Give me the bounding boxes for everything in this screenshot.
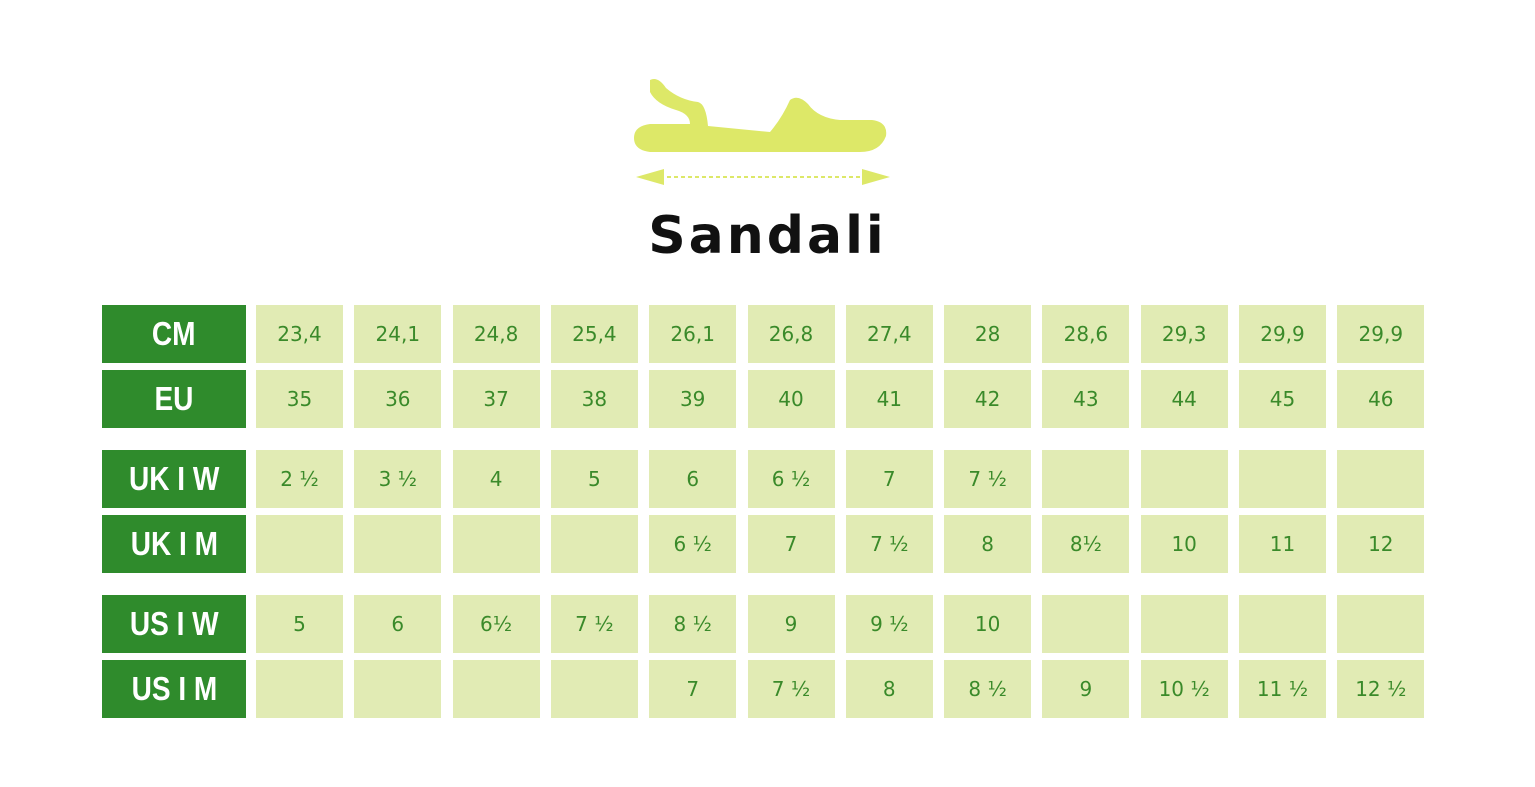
row-label-text: CM bbox=[152, 315, 196, 352]
size-cell: 6 bbox=[354, 595, 442, 653]
size-cell: 8 ½ bbox=[649, 595, 737, 653]
size-cell: 9 bbox=[747, 595, 835, 653]
size-cell: 4 bbox=[452, 450, 540, 508]
row-label: US I M bbox=[102, 660, 246, 718]
size-cell: 28,6 bbox=[1042, 305, 1130, 363]
size-cell: 7 bbox=[845, 450, 933, 508]
size-cell bbox=[1239, 595, 1326, 653]
size-cell: 29,9 bbox=[1337, 305, 1425, 363]
size-cell: 42 bbox=[944, 370, 1032, 428]
size-cell: 7 ½ bbox=[845, 515, 933, 573]
size-cell: 26,8 bbox=[747, 305, 835, 363]
size-cell bbox=[1239, 450, 1326, 508]
size-cell: 11 bbox=[1239, 515, 1326, 573]
size-cell: 8 bbox=[944, 515, 1032, 573]
size-cell: 40 bbox=[747, 370, 835, 428]
size-cell: 7 bbox=[747, 515, 835, 573]
size-cell: 28 bbox=[944, 305, 1032, 363]
size-cell: 29,9 bbox=[1239, 305, 1326, 363]
row-label-text: US I W bbox=[129, 605, 219, 642]
size-cell: 25,4 bbox=[550, 305, 638, 363]
size-cell: 2 ½ bbox=[256, 450, 343, 508]
size-cell: 6 bbox=[649, 450, 737, 508]
size-cell: 12 bbox=[1337, 515, 1425, 573]
size-cell: 6½ bbox=[452, 595, 540, 653]
size-cell bbox=[550, 515, 638, 573]
size-cell: 35 bbox=[256, 370, 343, 428]
size-cell bbox=[256, 515, 343, 573]
size-cell: 7 ½ bbox=[944, 450, 1032, 508]
row-label-text: US I M bbox=[131, 670, 217, 707]
size-cell: 7 bbox=[649, 660, 737, 718]
size-cell: 6 ½ bbox=[649, 515, 737, 573]
size-cell: 8 ½ bbox=[944, 660, 1032, 718]
size-cell: 3 ½ bbox=[354, 450, 442, 508]
size-cell: 36 bbox=[354, 370, 442, 428]
size-cell: 8 bbox=[845, 660, 933, 718]
size-cell: 44 bbox=[1140, 370, 1228, 428]
size-cell: 6 ½ bbox=[747, 450, 835, 508]
size-cell: 12 ½ bbox=[1337, 660, 1425, 718]
row-label: US I W bbox=[102, 595, 246, 653]
size-cell: 29,3 bbox=[1140, 305, 1228, 363]
row-label: CM bbox=[102, 305, 246, 363]
size-cell: 11 ½ bbox=[1239, 660, 1326, 718]
size-cell bbox=[452, 515, 540, 573]
size-cell: 7 ½ bbox=[747, 660, 835, 718]
size-cell: 45 bbox=[1239, 370, 1326, 428]
row-label: UK I W bbox=[102, 450, 246, 508]
size-cell bbox=[1140, 450, 1228, 508]
size-cell: 27,4 bbox=[845, 305, 933, 363]
size-cell: 7 ½ bbox=[550, 595, 638, 653]
row-label-text: UK I M bbox=[130, 525, 218, 562]
size-cell: 39 bbox=[649, 370, 737, 428]
size-cell bbox=[1042, 450, 1130, 508]
sandal-icon bbox=[634, 79, 890, 185]
size-cell: 43 bbox=[1042, 370, 1130, 428]
size-cell: 46 bbox=[1337, 370, 1425, 428]
size-cell: 26,1 bbox=[649, 305, 737, 363]
size-cell: 24,1 bbox=[354, 305, 442, 363]
size-cell: 9 bbox=[1042, 660, 1130, 718]
size-cell: 37 bbox=[452, 370, 540, 428]
row-label-text: UK I W bbox=[128, 460, 220, 497]
size-cell bbox=[354, 515, 442, 573]
size-cell: 38 bbox=[550, 370, 638, 428]
size-cell: 10 bbox=[944, 595, 1032, 653]
size-cell bbox=[1042, 595, 1130, 653]
size-cell: 5 bbox=[256, 595, 343, 653]
size-cell: 10 ½ bbox=[1140, 660, 1228, 718]
size-cell: 5 bbox=[550, 450, 638, 508]
row-label: EU bbox=[102, 370, 246, 428]
size-cell bbox=[550, 660, 638, 718]
row-label: UK I M bbox=[102, 515, 246, 573]
size-cell: 10 bbox=[1140, 515, 1228, 573]
size-cell bbox=[1140, 595, 1228, 653]
size-cell bbox=[256, 660, 343, 718]
size-cell: 24,8 bbox=[452, 305, 540, 363]
size-cell bbox=[354, 660, 442, 718]
row-label-text: EU bbox=[154, 380, 194, 417]
size-cell: 9 ½ bbox=[845, 595, 933, 653]
size-cell bbox=[452, 660, 540, 718]
size-cell bbox=[1337, 450, 1425, 508]
size-cell: 23,4 bbox=[256, 305, 343, 363]
size-cell bbox=[1337, 595, 1425, 653]
size-cell: 41 bbox=[845, 370, 933, 428]
title: Sandali bbox=[648, 206, 887, 266]
size-cell: 8½ bbox=[1042, 515, 1130, 573]
